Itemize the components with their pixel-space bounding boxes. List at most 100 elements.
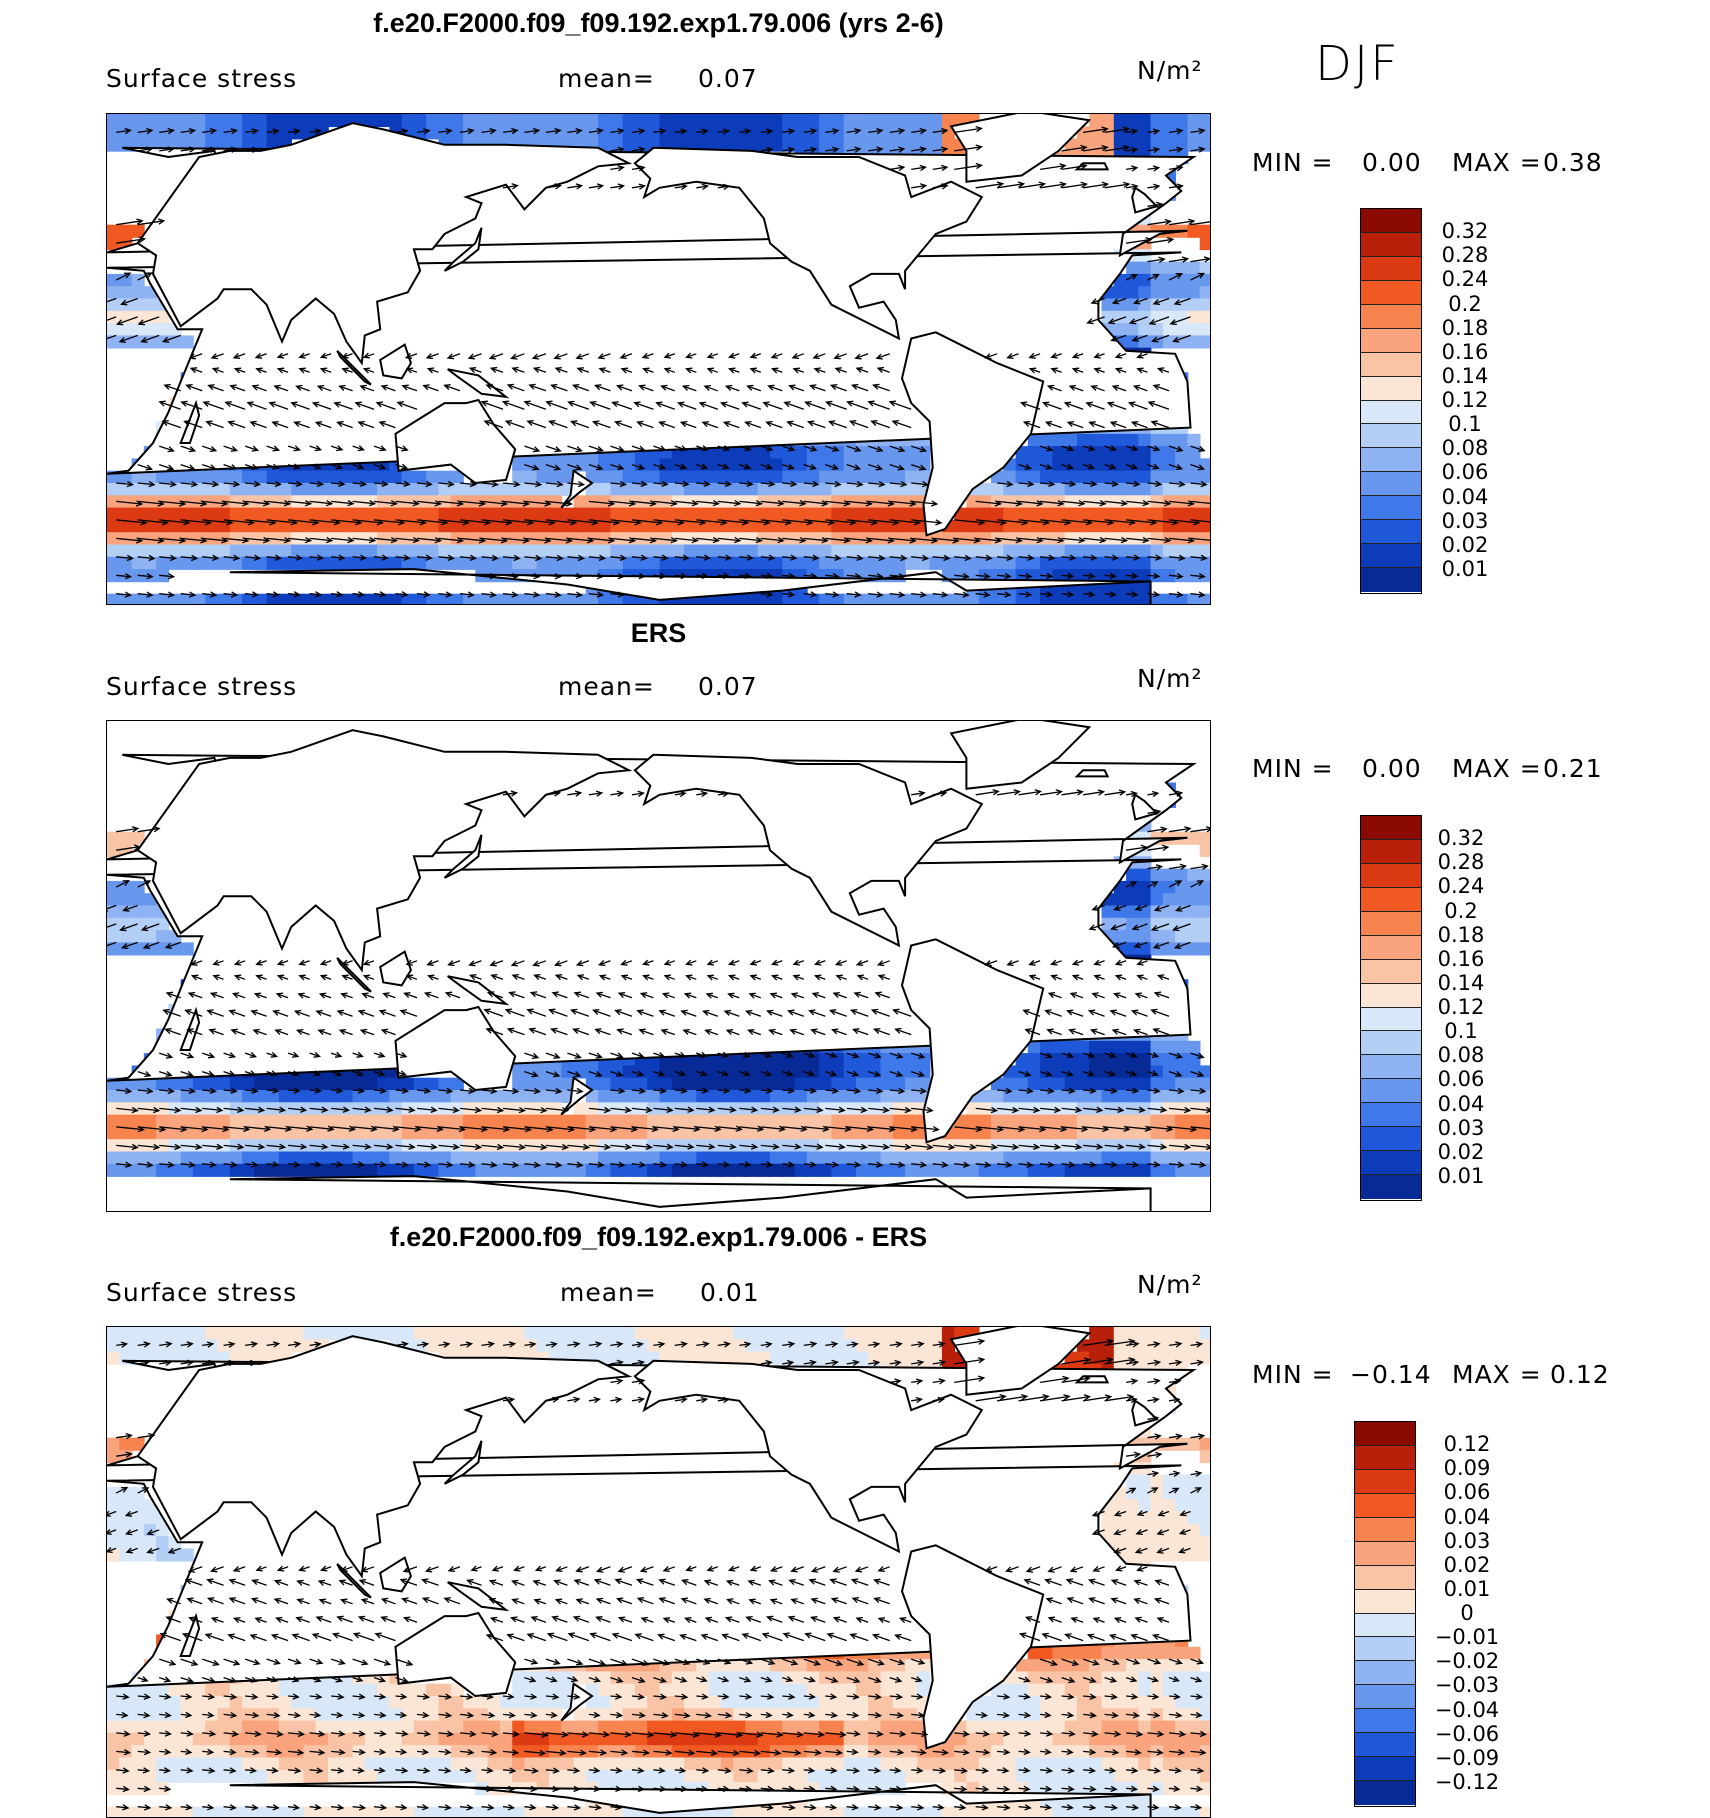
field-cell: [475, 483, 488, 496]
field-cell: [856, 1102, 869, 1115]
field-cell: [463, 508, 476, 521]
field-cell: [795, 483, 808, 496]
field-cell: [770, 508, 783, 521]
field-cell: [303, 594, 316, 605]
field-cell: [242, 594, 255, 605]
field-cell: [1114, 286, 1127, 299]
field-cell: [856, 1053, 869, 1066]
field-cell: [218, 1115, 231, 1128]
field-cell: [218, 594, 231, 605]
field-cell: [1187, 1041, 1200, 1054]
field-cell: [856, 508, 869, 521]
field-cell: [684, 1115, 697, 1128]
field-cell: [242, 545, 255, 558]
field-cell: [696, 1115, 709, 1128]
field-cell: [389, 1090, 402, 1103]
field-cell: [831, 508, 844, 521]
field-cell: [782, 1090, 795, 1103]
field-cell: [598, 1102, 611, 1115]
field-cell: [733, 114, 746, 127]
field-cell: [156, 114, 169, 127]
field-cell: [635, 1115, 648, 1128]
field-cell: [181, 1078, 194, 1091]
field-cell: [340, 1115, 353, 1128]
field-cell: [402, 1115, 415, 1128]
field-cell: [549, 471, 562, 484]
field-cell: [684, 471, 697, 484]
field-cell: [389, 1115, 402, 1128]
field-cell: [1200, 311, 1211, 324]
field-cell: [991, 1090, 1004, 1103]
field-cell: [512, 1102, 525, 1115]
field-cell: [254, 508, 267, 521]
field-cell: [1114, 532, 1127, 545]
field-cell: [242, 1090, 255, 1103]
panel-1-mean-label: mean=: [558, 64, 655, 93]
field-cell: [1114, 323, 1127, 336]
field-cell: [1016, 594, 1029, 605]
field-cell: [500, 508, 513, 521]
field-cell: [1114, 1065, 1127, 1078]
field-cell: [1163, 323, 1176, 336]
field-cell: [500, 126, 513, 139]
field-cell: [119, 832, 132, 845]
field-cell: [856, 1115, 869, 1128]
field-cell: [279, 594, 292, 605]
field-cell: [512, 1090, 525, 1103]
field-cell: [537, 545, 550, 558]
colorbar-segment: [1361, 568, 1421, 592]
field-cell: [844, 594, 857, 605]
field-cell: [1175, 262, 1188, 275]
field-cell: [795, 557, 808, 570]
field-cell: [1077, 594, 1090, 605]
field-cell: [340, 594, 353, 605]
field-cell: [1016, 508, 1029, 521]
field-cell: [1200, 335, 1211, 348]
field-cell: [1151, 483, 1164, 496]
field-cell: [107, 520, 120, 533]
field-cell: [1114, 893, 1127, 906]
field-cell: [795, 139, 808, 152]
field-cell: [917, 1053, 930, 1066]
field-cell: [279, 1115, 292, 1128]
field-cell: [242, 114, 255, 127]
field-cell: [1016, 1115, 1029, 1128]
field-cell: [1126, 471, 1139, 484]
field-cell: [905, 594, 918, 605]
field-cell: [402, 114, 415, 127]
field-cell: [758, 446, 771, 459]
field-cell: [512, 508, 525, 521]
field-cell: [1003, 471, 1016, 484]
field-cell: [107, 286, 120, 299]
field-cell: [353, 1090, 366, 1103]
field-cell: [856, 1078, 869, 1091]
field-cell: [844, 1053, 857, 1066]
field-cell: [1175, 1041, 1188, 1054]
field-cell: [660, 114, 673, 127]
field-cell: [819, 545, 832, 558]
field-cell: [1138, 262, 1151, 275]
field-cell: [1151, 869, 1164, 882]
field-cell: [868, 557, 881, 570]
field-cell: [979, 483, 992, 496]
field-cell: [881, 471, 894, 484]
field-cell: [610, 508, 623, 521]
field-cell: [451, 114, 464, 127]
field-cell: [574, 1115, 587, 1128]
field-cell: [1040, 434, 1053, 447]
field-cell: [463, 1115, 476, 1128]
field-cell: [1175, 930, 1188, 943]
field-cell: [610, 114, 623, 127]
field-cell: [844, 446, 857, 459]
field-cell: [1200, 906, 1211, 919]
field-cell: [1102, 299, 1115, 312]
field-cell: [267, 126, 280, 139]
field-cell: [844, 483, 857, 496]
field-cell: [377, 508, 390, 521]
field-cell: [1163, 594, 1176, 605]
field-cell: [107, 1115, 120, 1128]
field-cell: [328, 1115, 341, 1128]
field-cell: [365, 545, 378, 558]
field-cell: [917, 126, 930, 139]
field-cell: [1187, 335, 1200, 348]
